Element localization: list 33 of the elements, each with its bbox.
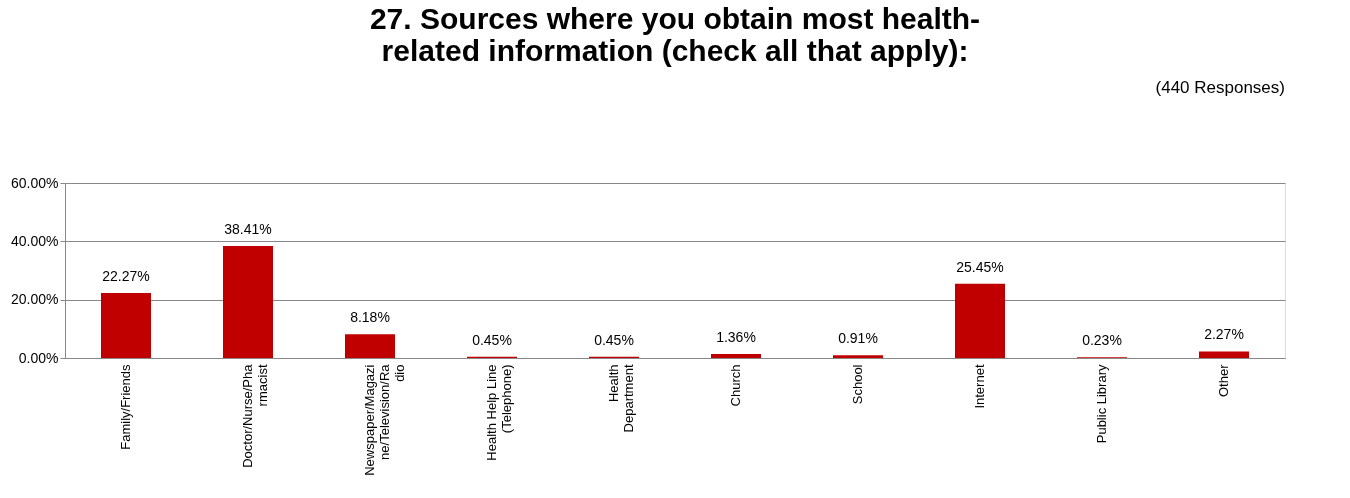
- bar: [1199, 351, 1249, 358]
- bar: [223, 245, 273, 358]
- data-label: 0.91%: [838, 330, 878, 347]
- data-label: 0.45%: [594, 331, 634, 348]
- y-tick-label: 40.00%: [11, 232, 59, 249]
- y-tick-label: 0.00%: [18, 349, 59, 366]
- x-tick-label: Newspaper/Magazine/Television/Radio: [362, 363, 407, 476]
- data-label: 25.45%: [956, 258, 1004, 275]
- bar: [345, 334, 395, 358]
- data-label: 8.18%: [350, 309, 390, 326]
- x-tick-label: School: [850, 364, 865, 405]
- y-tick-label: 60.00%: [11, 174, 59, 191]
- data-label: 38.41%: [224, 220, 272, 237]
- x-tick-label: Internet: [972, 364, 987, 409]
- x-tick-label: Health Department: [606, 364, 636, 433]
- bar: [833, 355, 883, 358]
- bar: [101, 293, 151, 358]
- data-label: 2.27%: [1204, 326, 1244, 343]
- chart-title: 27. Sources where you obtain most health-related information (check all that apply):: [369, 2, 981, 67]
- bar: [711, 354, 761, 358]
- x-tick-label: Doctor/Nurse/Pharmacist: [240, 363, 270, 468]
- x-tick-label: Church: [728, 364, 743, 407]
- y-tick-label: 20.00%: [11, 291, 59, 308]
- x-tick-label: Other: [1216, 363, 1231, 398]
- data-label: 1.36%: [716, 329, 756, 346]
- bar: [955, 283, 1005, 358]
- data-label: 0.45%: [472, 331, 512, 348]
- data-label: 0.23%: [1082, 332, 1122, 349]
- text: (440 Responses): [1155, 78, 1285, 97]
- data-label: 22.27%: [102, 268, 150, 285]
- x-tick-label: Public Library: [1094, 364, 1109, 444]
- x-tick-label: Family/Friends: [118, 364, 133, 450]
- x-tick-label: Health Help Line (Telephone): [484, 364, 514, 461]
